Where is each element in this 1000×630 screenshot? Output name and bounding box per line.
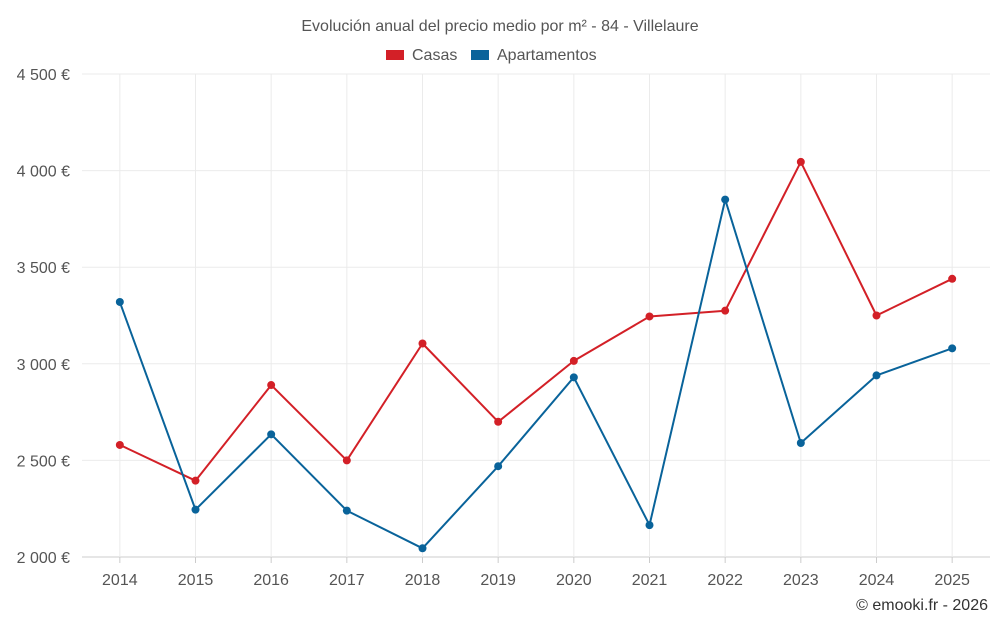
x-tick-label: 2023 [783,572,819,589]
data-point-apartamentos-2023[interactable]: Apartamentos 2023: 2590 [796,439,805,448]
data-point-casas-2022[interactable]: Casas 2022: 3275 [721,306,730,315]
x-tick-label: 2019 [480,572,516,589]
data-point-casas-2016[interactable]: Casas 2016: 2890 [267,381,276,390]
data-point-apartamentos-2018[interactable]: Apartamentos 2018: 2045 [418,544,427,553]
data-point-apartamentos-2022[interactable]: Apartamentos 2022: 3850 [721,195,730,204]
x-tick-label: 2014 [102,572,138,589]
series-line-casas [119,160,953,482]
series-layer: Casas 2014: 2580 Casas 2015: 2395 Casas 20… [115,157,957,553]
y-tick-label: 4 000 € [17,164,70,181]
data-point-casas-2015[interactable]: Casas 2015: 2395 [191,476,200,485]
y-tick-label: 2 000 € [17,550,70,567]
legend-label-casas: Casas [412,47,457,64]
data-point-apartamentos-2019[interactable]: Apartamentos 2019: 2470 [494,462,503,471]
legend-item-casas[interactable]: Casas [386,47,457,64]
grid [82,73,990,558]
x-tick-label: 2018 [405,572,441,589]
x-tick-label: 2022 [707,572,743,589]
data-point-casas-2014[interactable]: Casas 2014: 2580 [115,440,124,449]
legend: Casas Apartamentos [386,47,597,64]
data-point-apartamentos-2015[interactable]: Apartamentos 2015: 2245 [191,505,200,514]
data-point-casas-2018[interactable]: Casas 2018: 3105 [418,339,427,348]
data-point-casas-2019[interactable]: Casas 2019: 2700 [494,417,503,426]
x-axis: 2014 2015 2016 2017 2018 2019 2020 2021 2022 2023… [102,557,970,589]
y-tick-label: 4 500 € [17,67,70,84]
y-tick-label: 3 500 € [17,260,70,277]
y-tick-label: 2 500 € [17,453,70,470]
x-tick-label: 2015 [178,572,214,589]
legend-swatch-casas [386,50,404,60]
x-tick-label: 2017 [329,572,365,589]
data-point-apartamentos-2017[interactable]: Apartamentos 2017: 2240 [342,506,351,515]
x-tick-label: 2020 [556,572,592,589]
y-axis: 2 000 € 2 500 € 3 000 € 3 500 € 4 000 € 4 500… [17,67,70,567]
y-tick-label: 3 000 € [17,357,70,374]
data-point-apartamentos-2016[interactable]: Apartamentos 2016: 2635 [267,430,276,439]
data-point-casas-2025[interactable]: Casas 2025: 3440 [948,274,957,283]
x-tick-label: 2025 [934,572,970,589]
data-point-casas-2021[interactable]: Casas 2021: 3245 [645,312,654,321]
data-point-apartamentos-2025[interactable]: Apartamentos 2025: 3080 [948,344,957,353]
x-tick-label: 2021 [632,572,668,589]
x-tick-label: 2016 [253,572,289,589]
legend-swatch-apartamentos [471,50,489,60]
legend-label-apartamentos: Apartamentos [497,47,597,64]
data-point-casas-2024[interactable]: Casas 2024: 3250 [872,311,881,320]
data-point-apartamentos-2020[interactable]: Apartamentos 2020: 2930 [569,373,578,382]
chart-title: Evolución anual del precio medio por m² … [301,18,698,35]
credit-text: © emooki.fr - 2026 [856,597,988,614]
series-line-apartamentos [118,198,953,550]
legend-item-apartamentos[interactable]: Apartamentos [471,47,597,64]
x-tick-label: 2024 [859,572,895,589]
data-point-casas-2023[interactable]: Casas 2023: 4045 [796,157,805,166]
data-point-casas-2020[interactable]: Casas 2020: 3015 [569,356,578,365]
data-point-apartamentos-2021[interactable]: Apartamentos 2021: 2165 [645,521,654,530]
data-point-apartamentos-2024[interactable]: Apartamentos 2024: 2940 [872,371,881,380]
data-point-apartamentos-2014[interactable]: Apartamentos 2014: 3320 [115,297,124,306]
